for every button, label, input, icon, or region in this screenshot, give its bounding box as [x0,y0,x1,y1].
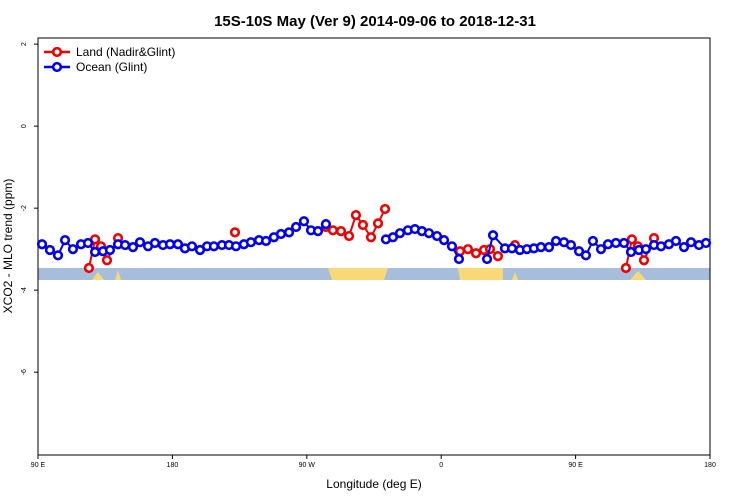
land-patch [458,268,503,280]
data-point [620,262,632,274]
data-point [298,216,310,227]
data-point [164,239,176,250]
data-point [394,228,406,239]
data-point [670,235,682,247]
data-point [638,255,650,266]
data-point [580,250,592,261]
data-point [119,239,131,251]
data-point [453,253,465,265]
land-patch [630,271,646,280]
data-point [655,241,667,252]
data-point [487,230,499,241]
data-point [245,237,257,248]
data-point [423,228,435,239]
chart-title: 15S-10S May (Ver 9) 2014-09-06 to 2018-1… [214,13,536,30]
data-point [283,227,295,238]
data-point [685,237,697,248]
data-point [172,239,184,250]
data-point [446,241,458,252]
data-point [470,248,482,259]
data-point [610,237,622,249]
x-tick-label: 90 E [31,462,46,469]
data-point [700,237,712,249]
data-point [565,239,577,251]
x-tick-label: 180 [167,462,179,469]
data-point [343,230,355,242]
data-point [101,255,113,266]
data-point [387,232,399,243]
data-point [431,230,443,242]
data-point [320,219,332,230]
land-patch [92,272,104,280]
data-point [535,242,547,253]
legend-marker [51,46,63,58]
data-point [230,241,242,252]
data-point [134,237,146,248]
data-point [44,244,56,256]
data-point [438,235,450,246]
data-point [104,244,116,256]
data-point [506,243,518,254]
data-point [454,246,466,257]
data-point [365,232,377,243]
data-point [543,242,555,253]
data-point [602,239,614,250]
data-point [312,226,324,237]
data-point [678,242,690,253]
data-point [208,241,220,252]
data-point [550,235,562,247]
data-point [335,226,347,237]
data-point [492,251,504,262]
data-point [229,227,241,238]
y-tick-label: -6 [21,369,28,375]
x-tick-label: 90 E [568,462,583,469]
data-point [82,237,94,249]
data-point [186,241,198,252]
data-point [290,221,302,233]
data-point [59,235,71,246]
x-tick-label: 90 W [299,462,316,469]
data-point [67,244,79,255]
data-point [127,242,139,253]
y-tick-label: 0 [21,124,28,128]
data-point [357,219,369,231]
data-point [350,210,362,221]
y-axis-label: XCO2 - MLO trend (ppm) [1,179,15,314]
data-point [36,239,48,250]
data-point [379,203,391,215]
y-tick-label: 2 [21,42,28,46]
data-point [327,225,339,236]
x-tick-label: 180 [704,462,716,469]
land-patch [328,268,388,280]
data-point [626,234,637,245]
y-tick-label: -2 [21,205,28,211]
data-point [260,235,272,247]
data-point [640,244,652,255]
legend-label: Land (Nadir&Glint) [76,45,175,59]
data-point [573,246,585,257]
data-point [587,235,599,247]
x-tick-label: 0 [439,462,443,469]
data-point [462,244,474,255]
data-point [372,218,384,229]
data-point [149,237,161,249]
data-point [83,262,95,274]
data-point [595,244,607,255]
y-tick-label: -4 [21,287,28,293]
legend-marker [51,61,63,73]
land-patch [115,270,121,280]
data-point [89,246,101,258]
data-point [275,228,287,240]
surface-mask [38,268,710,280]
data-point [625,246,637,258]
data-point [618,237,630,249]
legend-label: Ocean (Glint) [76,60,147,74]
data-point [481,253,493,265]
data-point [52,250,64,261]
land-patch [512,272,518,280]
x-axis-label: Longitude (deg E) [326,477,421,491]
